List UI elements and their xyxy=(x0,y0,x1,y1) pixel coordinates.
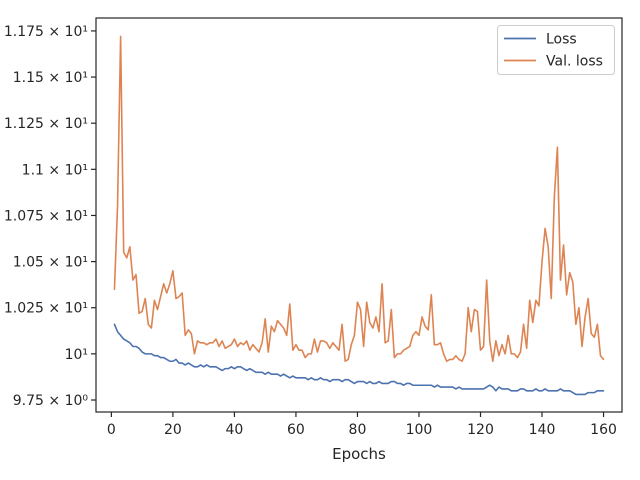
x-tick-label: 40 xyxy=(226,422,244,438)
y-tick-label: 10¹ xyxy=(65,347,88,363)
y-tick-label: 1.025 × 10¹ xyxy=(4,301,88,317)
series-layer xyxy=(113,35,605,396)
legend-label-loss: Loss xyxy=(546,32,577,48)
x-tick-label: 0 xyxy=(107,422,116,438)
plot-area xyxy=(95,17,623,413)
y-tick-label: 1.175 × 10¹ xyxy=(4,24,88,40)
x-tick-label: 140 xyxy=(529,422,556,438)
series-line-loss xyxy=(113,323,605,396)
y-tick-label: 1.125 × 10¹ xyxy=(4,116,88,132)
x-tick-label: 120 xyxy=(467,422,494,438)
legend-label-val-loss: Val. loss xyxy=(546,54,603,70)
y-tick-label: 1.15 × 10¹ xyxy=(13,70,88,86)
x-axis: 0 20 40 60 80 100 120 140 160 xyxy=(107,412,617,438)
x-tick-label: 60 xyxy=(287,422,305,438)
x-tick-label: 100 xyxy=(406,422,433,438)
x-tick-label: 160 xyxy=(590,422,617,438)
legend: Loss Val. loss xyxy=(497,25,615,75)
y-tick-label: 1.075 × 10¹ xyxy=(4,208,88,224)
y-tick-label: 1.1 × 10¹ xyxy=(22,162,88,178)
plot-background xyxy=(96,18,622,412)
x-axis-title: Epochs xyxy=(332,445,386,463)
y-tick-label: 9.75 × 10⁰ xyxy=(13,393,89,409)
y-axis: 9.75 × 10⁰ 10¹ 1.025 × 10¹ 1.05 × 10¹ 1.075 … xyxy=(4,24,96,409)
x-tick-label: 80 xyxy=(349,422,367,438)
y-tick-label: 1.05 × 10¹ xyxy=(13,255,88,271)
series-line-val-loss xyxy=(113,35,605,363)
x-tick-label: 20 xyxy=(164,422,182,438)
